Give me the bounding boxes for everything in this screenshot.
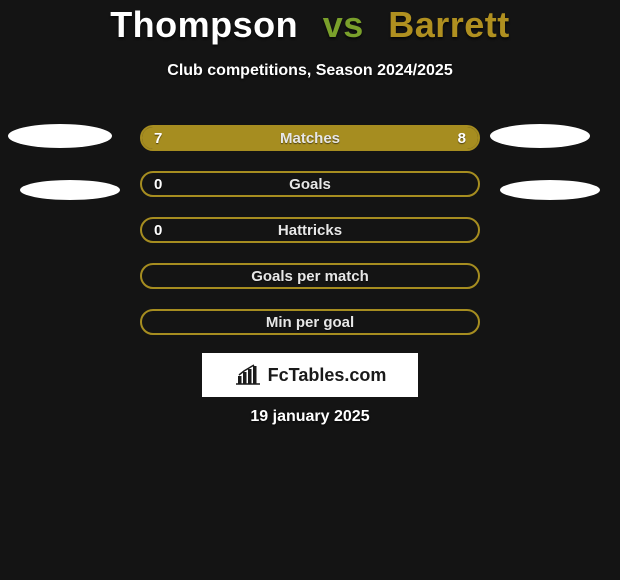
- stat-row-min-per-goal: Min per goal: [140, 309, 480, 335]
- stat-label: Goals: [142, 173, 478, 195]
- stat-label: Hattricks: [142, 219, 478, 241]
- stat-value-right: 8: [458, 127, 466, 149]
- player1-name: Thompson: [110, 4, 298, 45]
- bars-icon: [234, 364, 262, 386]
- comparison-canvas: Thompson vs Barrett Club competitions, S…: [0, 0, 620, 580]
- logo-rest: Tables.com: [289, 365, 387, 385]
- stat-row-goals: Goals0: [140, 171, 480, 197]
- fill-right: [300, 127, 478, 149]
- stat-value-left: 0: [154, 173, 162, 195]
- stat-row-matches: Matches78: [140, 125, 480, 151]
- player2-name: Barrett: [388, 4, 510, 45]
- p2-ellipse-2: [500, 180, 600, 200]
- p2-ellipse-1: [490, 124, 590, 148]
- fill-left: [142, 127, 300, 149]
- logo-fc: Fc: [268, 365, 289, 385]
- stat-label: Goals per match: [142, 265, 478, 287]
- p1-ellipse-1: [8, 124, 112, 148]
- comparison-title: Thompson vs Barrett: [0, 4, 620, 46]
- stat-label: Min per goal: [142, 311, 478, 333]
- vs-text: vs: [323, 4, 364, 45]
- snapshot-date: 19 january 2025: [0, 408, 620, 426]
- logo-text: FcTables.com: [268, 365, 387, 386]
- subtitle-text: Club competitions, Season 2024/2025: [0, 62, 620, 80]
- stat-row-hattricks: Hattricks0: [140, 217, 480, 243]
- fctables-logo[interactable]: FcTables.com: [202, 353, 418, 397]
- stat-value-left: 0: [154, 219, 162, 241]
- stat-row-goals-per-match: Goals per match: [140, 263, 480, 289]
- p1-ellipse-2: [20, 180, 120, 200]
- stat-value-left: 7: [154, 127, 162, 149]
